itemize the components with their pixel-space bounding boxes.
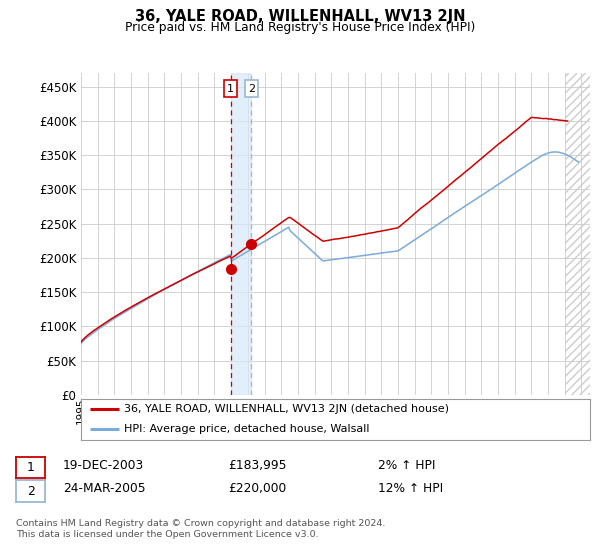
Text: HPI: Average price, detached house, Walsall: HPI: Average price, detached house, Wals…: [124, 424, 370, 434]
Bar: [230, 73, 251, 395]
Text: £183,995: £183,995: [228, 459, 287, 472]
Text: 36, YALE ROAD, WILLENHALL, WV13 2JN (detached house): 36, YALE ROAD, WILLENHALL, WV13 2JN (det…: [124, 404, 449, 413]
Text: 2: 2: [26, 484, 35, 498]
Text: £220,000: £220,000: [228, 482, 286, 496]
Text: Price paid vs. HM Land Registry's House Price Index (HPI): Price paid vs. HM Land Registry's House …: [125, 21, 475, 34]
Bar: [565, 73, 590, 395]
Text: 36, YALE ROAD, WILLENHALL, WV13 2JN: 36, YALE ROAD, WILLENHALL, WV13 2JN: [135, 9, 465, 24]
Text: 12% ↑ HPI: 12% ↑ HPI: [378, 482, 443, 496]
Text: 24-MAR-2005: 24-MAR-2005: [63, 482, 146, 496]
Text: 1: 1: [26, 461, 35, 474]
Text: 2% ↑ HPI: 2% ↑ HPI: [378, 459, 436, 472]
Text: This data is licensed under the Open Government Licence v3.0.: This data is licensed under the Open Gov…: [16, 530, 319, 539]
Text: 1: 1: [227, 83, 234, 94]
Bar: [565, 73, 590, 395]
Text: 2: 2: [248, 83, 255, 94]
Text: 19-DEC-2003: 19-DEC-2003: [63, 459, 144, 472]
Text: Contains HM Land Registry data © Crown copyright and database right 2024.: Contains HM Land Registry data © Crown c…: [16, 519, 386, 528]
